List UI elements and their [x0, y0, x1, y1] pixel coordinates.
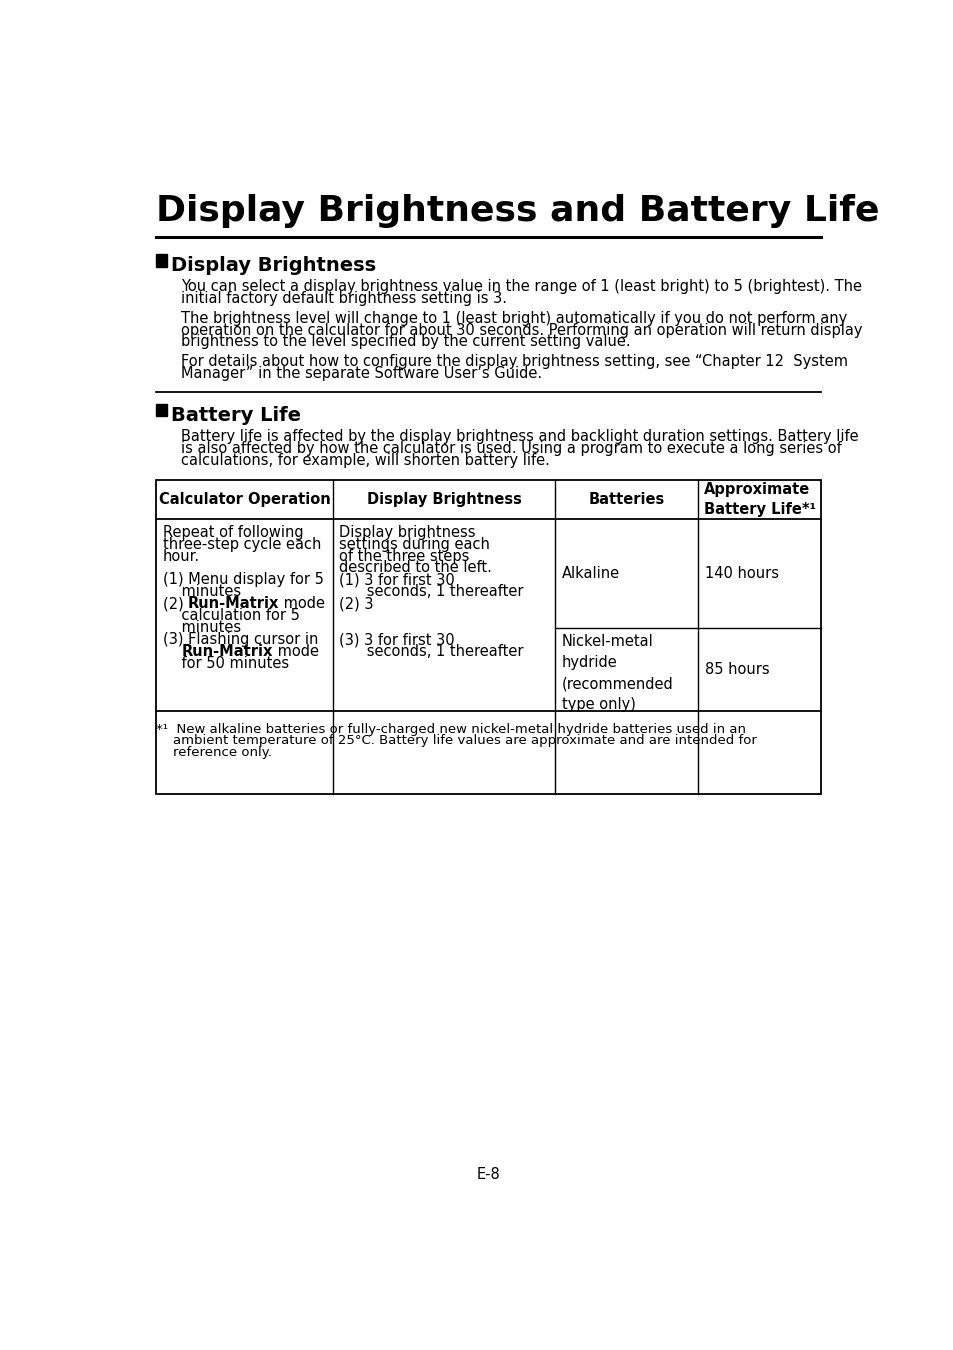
Text: hour.: hour. [162, 548, 199, 563]
Text: 85 hours: 85 hours [704, 662, 768, 676]
Text: three-step cycle each: three-step cycle each [162, 536, 321, 552]
Text: reference only.: reference only. [156, 745, 272, 759]
Text: settings during each: settings during each [338, 536, 489, 552]
Text: Run-Matrix: Run-Matrix [188, 597, 279, 612]
Text: Battery Life: Battery Life [171, 406, 301, 425]
Text: (1) 3 for first 30: (1) 3 for first 30 [338, 572, 455, 587]
Text: Display Brightness: Display Brightness [171, 256, 375, 275]
Text: calculations, for example, will shorten battery life.: calculations, for example, will shorten … [181, 452, 550, 467]
Text: The brightness level will change to 1 (least bright) automatically if you do not: The brightness level will change to 1 (l… [181, 310, 846, 325]
Text: Display Brightness and Battery Life: Display Brightness and Battery Life [156, 194, 879, 228]
Text: seconds, 1 thereafter: seconds, 1 thereafter [338, 644, 523, 659]
Text: Calculator Operation: Calculator Operation [158, 491, 330, 506]
Text: described to the left.: described to the left. [338, 560, 491, 575]
Bar [156, 481, 821, 794]
Text: of the three steps: of the three steps [338, 548, 469, 563]
Text: for 50 minutes: for 50 minutes [162, 656, 289, 671]
Text: You can select a display brightness value in the range of 1 (least bright) to 5 : You can select a display brightness valu… [181, 279, 862, 294]
Bar [156, 254, 167, 267]
Text: Batteries: Batteries [588, 491, 664, 506]
Text: is also affected by how the calculator is used. Using a program to execute a lon: is also affected by how the calculator i… [181, 440, 841, 456]
Text: Approximate
Battery Life*¹: Approximate Battery Life*¹ [703, 482, 815, 517]
Text: Repeat of following: Repeat of following [162, 525, 303, 540]
Text: E-8: E-8 [476, 1168, 500, 1183]
Text: Alkaline: Alkaline [561, 566, 619, 580]
Text: brightness to the level specified by the current setting value.: brightness to the level specified by the… [181, 335, 630, 350]
Text: Nickel-metal
hydride
(recommended
type only): Nickel-metal hydride (recommended type o… [561, 634, 673, 711]
Text: (3) Flashing cursor in: (3) Flashing cursor in [162, 632, 317, 647]
Text: Display Brightness: Display Brightness [366, 491, 521, 506]
Text: Display brightness: Display brightness [338, 525, 475, 540]
Text: *¹  New alkaline batteries or fully-charged new nickel-metal hydride batteries u: *¹ New alkaline batteries or fully-charg… [156, 724, 745, 736]
Text: Manager” in the separate Software User’s Guide.: Manager” in the separate Software User’s… [181, 366, 542, 381]
Text: mode: mode [273, 644, 318, 659]
Text: calculation for 5: calculation for 5 [162, 609, 299, 624]
Bar [156, 404, 167, 417]
Text: (2): (2) [162, 597, 188, 612]
Text: (2) 3: (2) 3 [338, 597, 373, 612]
Text: minutes: minutes [162, 620, 240, 634]
Text: minutes: minutes [162, 585, 240, 599]
Text: operation on the calculator for about 30 seconds. Performing an operation will r: operation on the calculator for about 30… [181, 323, 862, 338]
Text: mode: mode [279, 597, 325, 612]
Text: Battery life is affected by the display brightness and backlight duration settin: Battery life is affected by the display … [181, 429, 858, 444]
Text: initial factory default brightness setting is 3.: initial factory default brightness setti… [181, 292, 507, 306]
Text: 140 hours: 140 hours [704, 566, 778, 580]
Text: (3) 3 for first 30: (3) 3 for first 30 [338, 632, 454, 647]
Text: (1) Menu display for 5: (1) Menu display for 5 [162, 572, 323, 587]
Text: For details about how to configure the display brightness setting, see “Chapter : For details about how to configure the d… [181, 354, 847, 369]
Text: seconds, 1 thereafter: seconds, 1 thereafter [338, 585, 523, 599]
Text: ambient temperature of 25°C. Battery life values are approximate and are intende: ambient temperature of 25°C. Battery lif… [156, 734, 757, 748]
Text: Run-Matrix: Run-Matrix [181, 644, 273, 659]
